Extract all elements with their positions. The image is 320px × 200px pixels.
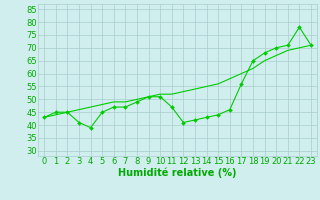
X-axis label: Humidité relative (%): Humidité relative (%) — [118, 168, 237, 178]
